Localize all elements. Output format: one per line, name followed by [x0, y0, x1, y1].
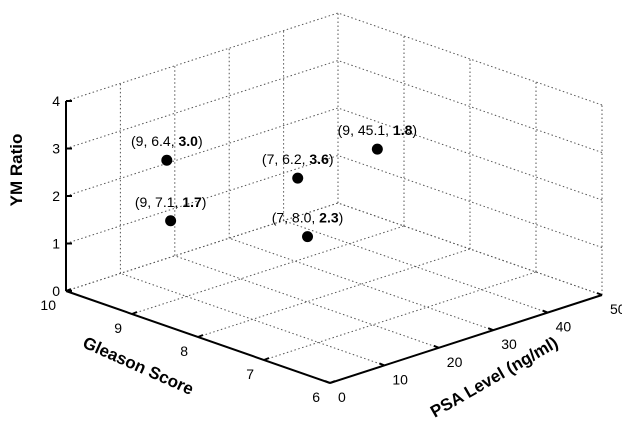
axis-frame: [65, 100, 603, 384]
gleason-tick-mark: [329, 380, 336, 384]
point-label-coords: (9, 6.4,: [131, 133, 178, 149]
z-tick-label: 1: [52, 236, 60, 252]
gleason-tick-mark: [197, 334, 204, 338]
data-point-label: (9, 6.4, 3.0): [131, 133, 203, 149]
z-tick-label: 3: [52, 141, 60, 157]
side-wall-grid-line: [337, 107, 603, 201]
data-point-label: (7, 6.2, 3.6): [262, 151, 334, 167]
point-label-close: ): [412, 122, 417, 138]
gleason-tick-label: 7: [246, 366, 254, 382]
floor-grid-line: [283, 220, 548, 314]
point-label-close: ): [198, 133, 203, 149]
point-label-ym: 3.6: [309, 151, 329, 167]
z-tick-label: 0: [52, 283, 60, 299]
gleason-tick-label: 9: [114, 320, 122, 336]
point-label-ym: 1.7: [182, 194, 202, 210]
z-tick-label: 4: [52, 93, 60, 109]
floor-grid-line: [197, 248, 471, 338]
side-wall-grid-line: [337, 202, 603, 296]
psa-tick-mark: [379, 362, 385, 367]
z-tick-label: 2: [52, 188, 60, 204]
data-point: [302, 231, 314, 243]
point-label-close: ): [202, 194, 207, 210]
psa-tick-label: 20: [447, 354, 463, 370]
floor-grid-line: [120, 272, 385, 366]
floor-grid-line: [174, 255, 439, 349]
point-label-ym: 2.3: [319, 210, 339, 226]
gleason-tick-label: 8: [180, 343, 188, 359]
data-point-label: (9, 45.1, 1.8): [338, 122, 417, 138]
psa-tick-label: 10: [392, 371, 408, 387]
point-label-close: ): [339, 210, 344, 226]
gleason-tick-label: 10: [40, 297, 56, 313]
data-point-label: (9, 7.1, 1.7): [135, 194, 207, 210]
psa-tick-label: 40: [556, 319, 572, 335]
data-point: [292, 172, 304, 184]
floor-grid-line: [229, 237, 494, 331]
point-label-coords: (9, 45.1,: [338, 122, 393, 138]
side-wall-grid-line: [337, 155, 603, 248]
psa-tick-mark: [542, 309, 548, 314]
back-wall-grid-line: [65, 12, 339, 102]
side-wall-grid-line: [337, 12, 603, 106]
point-label-coords: (7, 8.0,: [272, 210, 319, 226]
side-wall-grid-line: [337, 60, 603, 153]
floor-grid-line: [131, 225, 405, 315]
data-point-label: (7, 8.0, 2.3): [272, 210, 344, 226]
x-axis-title: PSA Level (ng/ml): [427, 333, 561, 421]
data-points: [161, 143, 383, 243]
z-axis-title: YM Ratio: [7, 134, 26, 207]
point-label-ym: 1.8: [393, 122, 413, 138]
gleason-tick-mark: [263, 357, 270, 361]
psa-tick-label: 30: [501, 336, 517, 352]
psa-tick-label: 0: [338, 389, 346, 405]
point-label-coords: (7, 6.2,: [262, 151, 309, 167]
point-label-ym: 3.0: [178, 133, 198, 149]
point-labels: (9, 6.4, 3.0)(9, 7.1, 1.7)(7, 6.2, 3.6)(…: [131, 122, 417, 226]
psa-tick-mark: [487, 327, 494, 332]
data-point: [165, 215, 177, 227]
point-label-coords: (9, 7.1,: [135, 194, 182, 210]
gleason-tick-label: 6: [312, 389, 320, 405]
psa-tick-mark: [433, 344, 440, 349]
y-axis-title: Gleason Score: [80, 333, 196, 399]
psa-axis-line: [329, 294, 603, 384]
data-point: [371, 143, 383, 155]
point-label-close: ): [329, 151, 334, 167]
gleason-tick-mark: [131, 311, 138, 315]
psa-tick-mark: [324, 380, 331, 384]
psa-tick-label: 50: [610, 301, 622, 317]
data-point: [161, 154, 173, 166]
psa-tick-mark: [596, 292, 603, 296]
gleason-tick-mark: [65, 288, 72, 292]
floor-grid-line: [263, 271, 537, 361]
